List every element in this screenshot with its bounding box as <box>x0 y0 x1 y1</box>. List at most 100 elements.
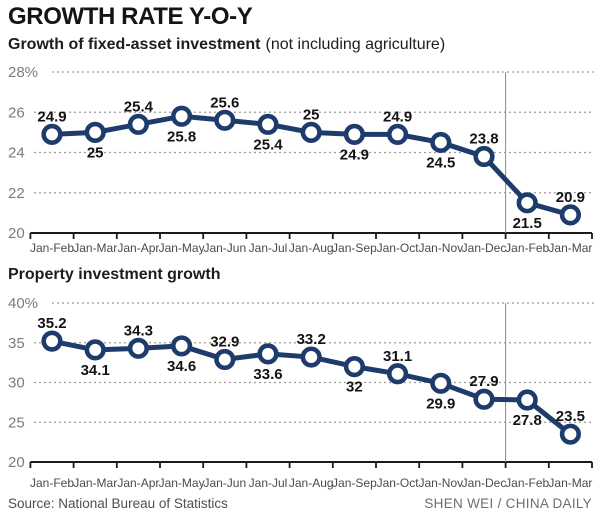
page-title: GROWTH RATE Y-O-Y <box>8 3 253 30</box>
y-axis-label: 40% <box>8 296 38 312</box>
x-axis-label: Jan-Mar <box>548 476 592 490</box>
data-point <box>387 363 409 385</box>
y-axis-label: 20 <box>8 225 25 242</box>
data-point <box>171 105 193 127</box>
value-label: 32.9 <box>210 333 239 350</box>
value-label: 34.1 <box>81 362 110 379</box>
value-label: 31.1 <box>383 348 412 365</box>
value-label: 23.5 <box>556 408 585 425</box>
value-label: 25.8 <box>167 128 196 145</box>
value-label: 25.4 <box>253 136 283 153</box>
source-label: Source: National Bureau of Statistics <box>8 496 228 511</box>
y-axis-label: 25 <box>8 414 25 431</box>
x-axis-label: Jan-Nov <box>418 241 463 255</box>
footer: Source: National Bureau of Statistics SH… <box>8 496 592 511</box>
y-axis-label: 28% <box>8 64 38 81</box>
data-point <box>171 335 193 357</box>
value-label: 27.8 <box>513 412 542 429</box>
fixed-asset-investment-chart: 28% 26 24 22 20 24.9 25 25.4 25.8 25.6 25.4 25 24.9 2… <box>8 64 594 255</box>
value-label: 25 <box>303 106 320 123</box>
data-point <box>300 346 322 368</box>
data-point <box>257 343 279 365</box>
data-point <box>214 109 236 131</box>
y-axis-label: 22 <box>8 185 25 202</box>
value-label: 34.6 <box>167 358 196 375</box>
x-axis-label: Jan-Feb <box>505 476 549 490</box>
value-label: 35.2 <box>37 315 66 332</box>
fixed-asset-chart-title: Growth of fixed-asset investment (not inc… <box>8 36 445 54</box>
credit-label: SHEN WEI / CHINA DAILY <box>424 496 592 511</box>
data-point <box>41 123 63 145</box>
value-label: 33.2 <box>297 331 326 348</box>
x-axis-label: Jan-Apr <box>117 476 159 490</box>
x-axis-label: Jan-Feb <box>505 241 549 255</box>
property-investment-chart: 40% 35 30 25 20 35.2 34.1 34.3 34.6 32.9 33.6 33.2 3… <box>8 296 594 490</box>
x-axis-label: Jan-Jul <box>249 476 288 490</box>
y-axis-label: 30 <box>8 375 25 392</box>
y-axis-label: 26 <box>8 104 25 121</box>
data-point <box>214 348 236 371</box>
x-axis-label: Jan-Mar <box>73 241 117 255</box>
data-point <box>430 372 452 394</box>
x-axis-label: Jan-Mar <box>548 241 592 255</box>
value-label: 24.9 <box>340 146 369 163</box>
data-point <box>343 355 366 378</box>
fixed-asset-chart-title-note: (not including agriculture) <box>265 36 446 53</box>
value-label: 23.8 <box>469 131 498 148</box>
value-label: 29.9 <box>426 395 455 412</box>
y-axis-label: 35 <box>8 335 25 352</box>
value-label: 27.9 <box>469 373 498 390</box>
x-axis-label: Jan-Feb <box>30 476 74 490</box>
data-point <box>84 121 106 143</box>
x-axis-label: Jan-Apr <box>117 241 159 255</box>
data-point <box>516 192 538 214</box>
value-label: 25.4 <box>124 98 154 115</box>
x-axis-label: Jan-Aug <box>289 476 334 490</box>
x-axis-label: Jan-Oct <box>377 241 420 255</box>
x-axis-label: Jan-Aug <box>289 241 334 255</box>
value-label: 34.3 <box>124 322 153 339</box>
data-point <box>300 121 322 143</box>
data-point <box>127 113 149 135</box>
x-axis-label: Jan-Jun <box>203 476 246 490</box>
data-point <box>559 423 582 445</box>
data-point <box>473 388 495 410</box>
value-label: 25 <box>87 144 104 161</box>
data-point <box>84 339 106 361</box>
value-label: 25.6 <box>210 94 239 111</box>
y-axis-label: 20 <box>8 454 25 471</box>
x-axis-label: Jan-Jul <box>249 241 288 255</box>
x-axis-label: Jan-Dec <box>462 476 507 490</box>
value-label: 24.9 <box>37 108 66 125</box>
property-chart-title-text: Property investment growth <box>8 266 221 283</box>
data-point <box>473 145 495 168</box>
data-point <box>127 337 149 359</box>
x-axis-label: Jan-Jun <box>203 241 246 255</box>
x-axis-label: Jan-May <box>159 241 205 255</box>
data-point <box>516 389 538 411</box>
data-point <box>387 123 409 145</box>
data-point <box>559 204 582 226</box>
x-axis-label: Jan-Oct <box>377 476 420 490</box>
data-point <box>430 131 452 154</box>
value-label: 32 <box>346 379 363 396</box>
x-axis-label: Jan-Mar <box>73 476 117 490</box>
data-point <box>343 123 366 145</box>
fixed-asset-chart-title-text: Growth of fixed-asset investment <box>8 36 261 53</box>
data-point <box>41 330 63 352</box>
x-axis-label: Jan-Feb <box>30 241 74 255</box>
x-axis-label: Jan-Sep <box>332 476 377 490</box>
property-chart-title: Property investment growth <box>8 266 220 284</box>
value-label: 33.6 <box>253 366 282 383</box>
value-label: 24.5 <box>426 154 455 171</box>
value-label: 20.9 <box>556 189 585 206</box>
data-point <box>257 113 279 135</box>
value-label: 24.9 <box>383 108 412 125</box>
value-label: 21.5 <box>513 215 542 232</box>
y-axis-label: 24 <box>8 145 25 162</box>
x-axis-label: Jan-Nov <box>418 476 463 490</box>
x-axis-label: Jan-Sep <box>332 241 377 255</box>
x-axis-label: Jan-May <box>159 476 205 490</box>
x-axis-label: Jan-Dec <box>462 241 507 255</box>
